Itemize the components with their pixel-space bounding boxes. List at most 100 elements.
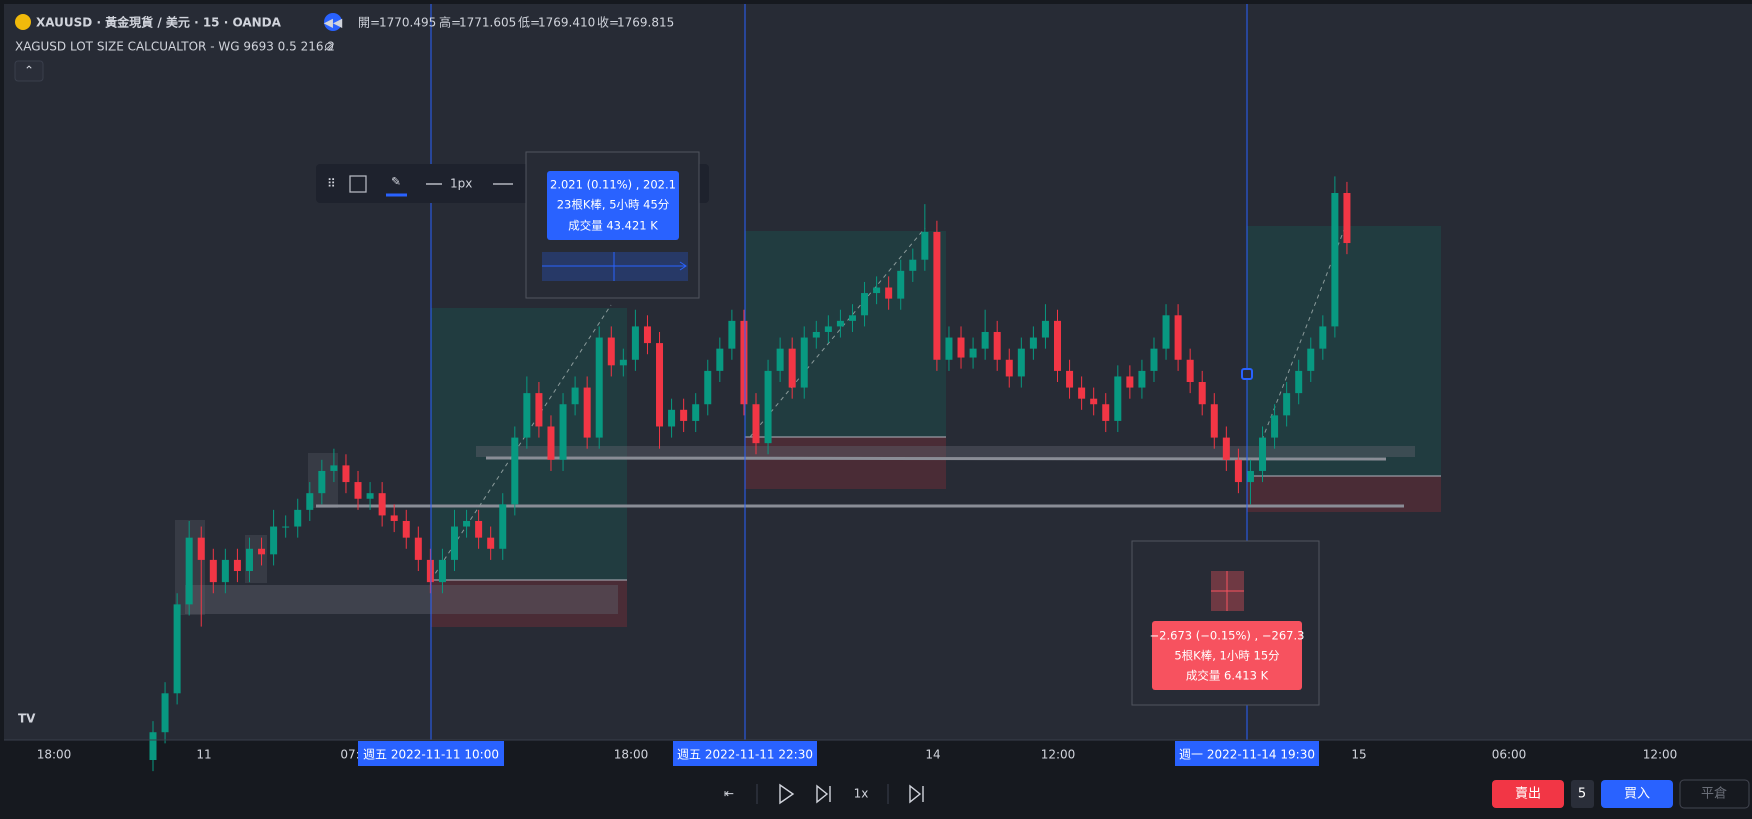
time-label: 12:00 — [1041, 748, 1076, 762]
candle-body — [740, 320, 748, 405]
position-tools — [175, 226, 1441, 627]
candle-body — [547, 426, 555, 460]
candle-body — [680, 409, 688, 421]
symbol-title: XAUUSD · 黃金現貨 / 美元 · 15 · OANDA — [36, 15, 282, 30]
candle-body — [475, 520, 483, 538]
candle-body — [258, 548, 266, 555]
candle-body — [897, 270, 905, 299]
candle-body — [161, 693, 169, 733]
candle-body — [209, 559, 217, 583]
collapse-button[interactable] — [14, 60, 44, 82]
time-marker-label: 週五 2022-11-11 22:30 — [677, 748, 813, 762]
drag-handle[interactable]: ⠿ — [327, 177, 336, 191]
qty-box[interactable] — [1571, 780, 1594, 808]
candle-body — [523, 393, 531, 438]
time-marker — [673, 741, 817, 766]
measure-line: 2.021 (0.11%) , 202.1 — [550, 178, 676, 192]
measure-line: 成交量 6.413 K — [1186, 669, 1269, 683]
dash-line — [749, 227, 926, 438]
step-button[interactable] — [816, 784, 829, 804]
speed-button[interactable]: 1x — [854, 787, 869, 801]
candle-body — [1331, 193, 1339, 327]
zone-rect — [476, 446, 1415, 457]
candle-body — [788, 348, 796, 388]
time-label: 12:00 — [1643, 748, 1678, 762]
candle-body — [716, 348, 724, 371]
candle-body — [1222, 437, 1230, 460]
candle-body — [366, 493, 374, 499]
candle-body — [487, 537, 495, 549]
candle-body — [306, 493, 314, 510]
anchor-handle[interactable] — [1241, 368, 1253, 380]
time-label: 18:00 — [37, 748, 72, 762]
template-button[interactable] — [349, 175, 367, 193]
candle-body — [656, 343, 664, 427]
candle-body — [294, 509, 302, 527]
time-label: 18:00 — [614, 748, 649, 762]
candle-body — [812, 331, 820, 338]
pencil-button[interactable]: ✎ — [391, 175, 401, 189]
line-width-label[interactable]: 1px — [450, 177, 472, 191]
time-marker — [1175, 741, 1319, 766]
tv-logo: TV — [18, 712, 36, 726]
candle-body — [1319, 326, 1327, 349]
candle-body — [1343, 193, 1351, 244]
level-line — [485, 456, 1387, 461]
profit-zone — [1247, 226, 1441, 476]
candle-body — [1150, 348, 1158, 371]
time-label: 06:00 — [1492, 748, 1527, 762]
sell-button[interactable] — [1492, 780, 1564, 808]
jump-back-button[interactable]: ⇤ — [724, 787, 734, 801]
measure-arrow — [679, 261, 687, 271]
close-button[interactable] — [1679, 779, 1750, 809]
play-button[interactable] — [779, 783, 795, 805]
candle-body — [270, 526, 278, 555]
zone-rect — [185, 585, 618, 614]
candle-body — [559, 404, 567, 460]
candle-body — [909, 259, 917, 271]
candle-body — [414, 537, 422, 560]
candle-body — [1186, 359, 1194, 383]
candle-body — [752, 404, 760, 444]
candle-body — [981, 331, 989, 349]
measure-line: 成交量 43.421 K — [568, 219, 658, 233]
candle-body — [1259, 437, 1267, 471]
candle-body — [1210, 404, 1218, 438]
time-marker-label: 週五 2022-11-11 10:00 — [363, 748, 499, 762]
replay-badge[interactable] — [324, 13, 342, 31]
close-label: 平倉 — [1701, 787, 1727, 802]
candle-body — [426, 559, 434, 583]
dash-line — [1261, 229, 1345, 441]
candle-body — [378, 493, 386, 516]
ohlc-label: 開= — [358, 16, 380, 30]
time-marker-label: 週一 2022-11-14 19:30 — [1179, 748, 1315, 762]
buy-button[interactable] — [1601, 780, 1673, 808]
candle-body — [704, 370, 712, 405]
candle-body — [824, 326, 832, 332]
candle-body — [1066, 370, 1074, 388]
candle-body — [1041, 320, 1049, 338]
indicator-label: XAGUSD LOT SIZE CALCUALTOR - WG 9693 0.5… — [15, 40, 335, 54]
candle-body — [619, 359, 627, 366]
profit-zone — [431, 308, 627, 580]
candle-body — [1029, 337, 1037, 349]
candles — [149, 176, 1351, 772]
candle-body — [595, 337, 603, 438]
candle-body — [631, 326, 639, 360]
candle-body — [873, 287, 881, 294]
jump-forward-button[interactable] — [909, 784, 922, 804]
measure-line: −2.673 (−0.15%) , −267.3 — [1150, 629, 1305, 643]
candle-body — [330, 465, 338, 471]
candle-body — [836, 320, 844, 327]
candle-body — [776, 348, 784, 371]
candle-body — [571, 387, 579, 405]
ohlc-value: 1769.815 — [617, 16, 674, 30]
candle-body — [438, 559, 446, 583]
visibility-icon[interactable]: ⊘ — [324, 40, 334, 54]
buy-label: 買入 — [1624, 787, 1650, 802]
dash-line — [430, 304, 612, 581]
candle-body — [499, 504, 507, 549]
candle-body — [318, 470, 326, 494]
candle-body — [1078, 387, 1086, 399]
